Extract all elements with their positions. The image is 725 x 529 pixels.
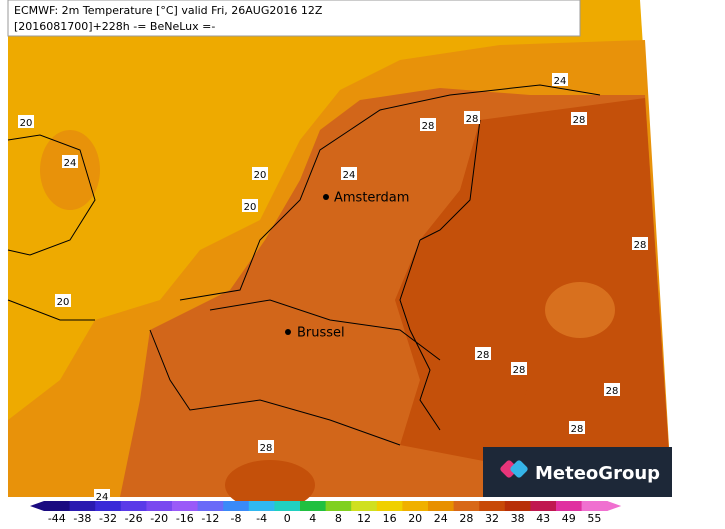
contour-label: 28: [477, 350, 490, 361]
colorbar-swatch: [95, 501, 122, 511]
contour-label: 28: [422, 121, 435, 132]
colorbar-swatch: [402, 501, 429, 511]
contour-label-box: [258, 440, 274, 453]
colorbar-swatch: [325, 501, 352, 511]
logo-icon: [500, 460, 528, 478]
logo-text: MeteoGroup: [535, 463, 660, 484]
contour-label-box: [242, 199, 258, 212]
contour-label: 24: [343, 170, 356, 181]
colorbar-swatch: [69, 501, 96, 511]
colorbar-swatch: [428, 501, 455, 511]
city-dot: [323, 194, 329, 200]
header-title: ECMWF: 2m Temperature [°C] valid Fri, 26…: [14, 4, 323, 17]
contour-label-box: [552, 73, 568, 86]
contour-label: 24: [554, 76, 567, 87]
header-run: [2016081700]+228h -= BeNeLux =-: [14, 20, 215, 33]
land-hot: [395, 98, 672, 497]
colorbar: -44 -38 -32 -26 -20 -16 -12 -8 -4 0 4 8 12 16 20 24 28 32…: [30, 501, 622, 525]
contour-label-box: [55, 294, 71, 307]
cool-pocket: [545, 282, 615, 338]
colorbar-label: 43: [536, 512, 550, 525]
contour-label: 24: [96, 492, 109, 503]
contour-label: 28: [571, 424, 584, 435]
colorbar-swatch: [44, 501, 71, 511]
contour-label-box: [511, 362, 527, 375]
colorbar-label: -44: [48, 512, 66, 525]
contour-label-box: [632, 237, 648, 250]
contour-labels: 20 24 20 20 24 28 28 24 28 28 20 28 28 28 28 28 24: [18, 73, 648, 503]
colorbar-swatch: [376, 501, 403, 511]
contour-label-box: [420, 118, 436, 131]
temperature-map: Amsterdam Brussel: [7, 0, 672, 510]
colorbar-swatch: [351, 501, 378, 511]
warm-pocket: [40, 130, 100, 210]
contour-label: 20: [254, 170, 267, 181]
colorbar-arrow: [30, 501, 44, 511]
colorbar-swatch: [274, 501, 301, 511]
colorbar-swatch: [146, 501, 173, 511]
colorbar-label: 28: [459, 512, 473, 525]
contour-label-box: [475, 347, 491, 360]
colorbar-swatch: [530, 501, 557, 511]
header-box: [7, 0, 581, 37]
colorbar-label: 0: [284, 512, 291, 525]
contour-label-box: [341, 167, 357, 180]
colorbar-swatch: [120, 501, 147, 511]
colorbar-swatch: [556, 501, 583, 511]
colorbar-label: 8: [335, 512, 342, 525]
contour-label: 24: [64, 158, 77, 169]
colorbar-swatch: [581, 501, 608, 511]
contour-label-box: [604, 383, 620, 396]
colorbar-label: -20: [150, 512, 168, 525]
colorbar-label: -12: [201, 512, 219, 525]
city-label: Amsterdam: [334, 191, 409, 206]
colorbar-label: 16: [383, 512, 397, 525]
contour-label-box: [94, 489, 110, 502]
contour-label-box: [62, 155, 78, 168]
contour-label: 28: [606, 386, 619, 397]
colorbar-label: 20: [408, 512, 422, 525]
colorbar-label: -16: [176, 512, 194, 525]
colorbar-arrow: [607, 501, 622, 511]
colorbar-label: -32: [99, 512, 117, 525]
colorbar-label: 49: [562, 512, 576, 525]
hot-pocket: [225, 460, 315, 510]
contour-label-box: [252, 167, 268, 180]
colorbar-swatch: [453, 501, 480, 511]
colorbar-swatch: [197, 501, 224, 511]
contour-label-box: [464, 111, 480, 124]
contour-label: 28: [573, 115, 586, 126]
colorbar-label: -26: [125, 512, 143, 525]
colorbar-swatch: [504, 501, 531, 511]
colorbar-swatch: [248, 501, 275, 511]
colorbar-label: 38: [511, 512, 525, 525]
colorbar-label: 55: [587, 512, 601, 525]
contour-label-box: [571, 112, 587, 125]
contour-label: 28: [634, 240, 647, 251]
colorbar-label: -38: [73, 512, 91, 525]
colorbar-swatch: [479, 501, 506, 511]
contour-label: 20: [20, 118, 33, 129]
colorbar-swatch: [300, 501, 327, 511]
colorbar-label: -4: [256, 512, 267, 525]
colorbar-label: 4: [309, 512, 316, 525]
colorbar-label: 12: [357, 512, 371, 525]
contour-label: 28: [260, 443, 273, 454]
contour-label-box: [569, 421, 585, 434]
contour-label: 28: [513, 365, 526, 376]
city-label: Brussel: [297, 326, 345, 341]
borders: [7, 84, 601, 446]
contour-label: 20: [57, 297, 70, 308]
contour-label: 28: [466, 114, 479, 125]
colorbar-swatch: [223, 501, 250, 511]
contour-label-box: [18, 115, 34, 128]
colorbar-label: -8: [231, 512, 242, 525]
colorbar-label: 32: [485, 512, 499, 525]
city-dot: [285, 329, 291, 335]
colorbar-swatch: [172, 501, 199, 511]
contour-label: 20: [244, 202, 257, 213]
colorbar-label: 24: [434, 512, 448, 525]
